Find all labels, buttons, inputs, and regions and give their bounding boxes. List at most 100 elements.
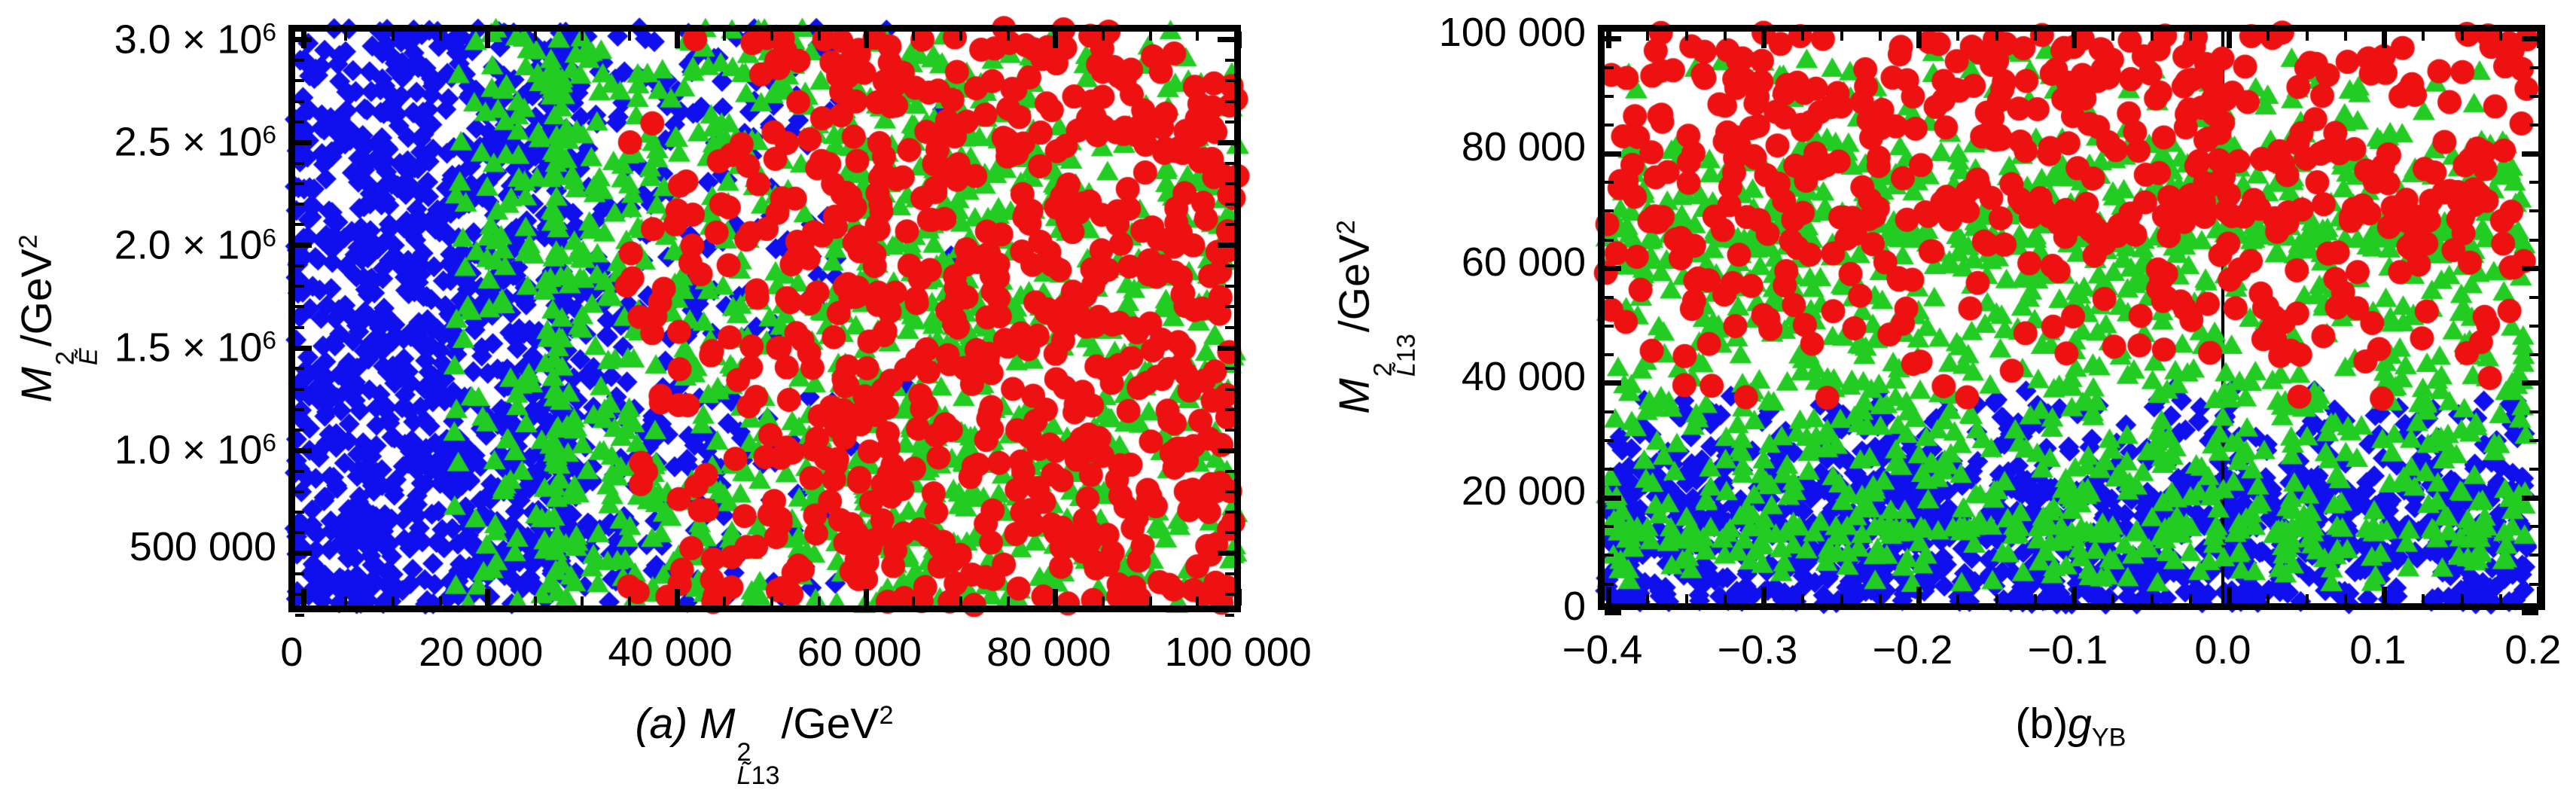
minor-tick-mark bbox=[2529, 324, 2538, 328]
minor-tick-mark bbox=[438, 596, 442, 605]
major-tick-mark bbox=[2537, 587, 2543, 603]
minor-tick-mark bbox=[2460, 32, 2464, 41]
minor-tick-mark bbox=[2529, 124, 2538, 127]
minor-tick-mark bbox=[2529, 295, 2538, 299]
x-tick-label: −0.3 bbox=[1717, 627, 1798, 673]
minor-tick-mark bbox=[2529, 238, 2538, 242]
major-tick-mark bbox=[2522, 610, 2538, 616]
major-tick-mark bbox=[2227, 32, 2233, 48]
minor-tick-mark bbox=[1605, 324, 1614, 328]
major-tick-mark bbox=[1218, 37, 1234, 43]
x-tick-label: 100 000 bbox=[1164, 630, 1312, 675]
major-tick-mark bbox=[1916, 32, 1922, 48]
major-tick-mark bbox=[295, 139, 312, 145]
minor-tick-mark bbox=[1840, 32, 1843, 41]
plot-a-frame bbox=[288, 25, 1242, 617]
major-tick-mark bbox=[1218, 447, 1234, 453]
minor-tick-mark bbox=[1225, 120, 1234, 124]
minor-tick-mark bbox=[1225, 161, 1234, 165]
major-tick-mark bbox=[295, 551, 312, 557]
major-tick-mark bbox=[1218, 139, 1234, 145]
major-tick-mark bbox=[2522, 151, 2538, 157]
major-tick-mark bbox=[1236, 32, 1242, 48]
minor-tick-mark bbox=[533, 32, 537, 41]
y-tick-label: 60 000 bbox=[1461, 239, 1586, 285]
x-tick-label: 40 000 bbox=[608, 630, 733, 675]
minor-tick-mark bbox=[2034, 594, 2038, 603]
minor-tick-mark bbox=[1605, 295, 1614, 299]
minor-tick-mark bbox=[2460, 594, 2464, 603]
minor-tick-mark bbox=[1225, 511, 1234, 514]
x-tick-label: 0.0 bbox=[2194, 627, 2251, 673]
minor-tick-mark bbox=[295, 59, 304, 63]
minor-tick-mark bbox=[1605, 66, 1614, 69]
minor-tick-mark bbox=[1225, 264, 1234, 267]
y-tick-label: 1.0 × 106 bbox=[114, 428, 276, 474]
minor-tick-mark bbox=[295, 572, 304, 575]
major-tick-mark bbox=[2382, 587, 2388, 603]
minor-tick-mark bbox=[295, 593, 304, 596]
minor-tick-mark bbox=[1646, 32, 1650, 41]
minor-tick-mark bbox=[1148, 32, 1152, 41]
major-tick-mark bbox=[2071, 587, 2078, 603]
minor-tick-mark bbox=[1225, 613, 1234, 617]
major-tick-mark bbox=[295, 345, 312, 351]
minor-tick-mark bbox=[1684, 594, 1688, 603]
minor-tick-mark bbox=[1956, 32, 1960, 41]
major-tick-mark bbox=[2227, 587, 2233, 603]
minor-tick-mark bbox=[1995, 594, 1998, 603]
minor-tick-mark bbox=[2499, 594, 2503, 603]
minor-tick-mark bbox=[2344, 594, 2348, 603]
major-tick-mark bbox=[2522, 380, 2538, 386]
minor-tick-mark bbox=[1605, 439, 1614, 443]
minor-tick-mark bbox=[1225, 79, 1234, 83]
minor-tick-mark bbox=[1225, 367, 1234, 371]
major-tick-mark bbox=[674, 32, 680, 48]
y-tick-label: 100 000 bbox=[1438, 9, 1586, 55]
minor-tick-mark bbox=[912, 32, 916, 41]
major-tick-mark bbox=[863, 32, 869, 48]
minor-tick-mark bbox=[628, 32, 632, 41]
minor-tick-mark bbox=[2344, 32, 2348, 41]
minor-tick-mark bbox=[1605, 554, 1614, 557]
minor-tick-mark bbox=[1007, 596, 1011, 605]
caption-a-unit: /GeV bbox=[781, 700, 879, 748]
minor-tick-mark bbox=[392, 596, 395, 605]
minor-tick-mark bbox=[295, 407, 304, 411]
caption-b-sub: YB bbox=[2091, 723, 2126, 752]
major-tick-mark bbox=[1761, 32, 1767, 48]
major-tick-mark bbox=[1761, 587, 1767, 603]
minor-tick-mark bbox=[2529, 439, 2538, 443]
caption-a-prefix: (a) bbox=[635, 700, 700, 748]
major-tick-mark bbox=[1218, 551, 1234, 557]
minor-tick-mark bbox=[1225, 407, 1234, 411]
minor-tick-mark bbox=[2529, 582, 2538, 586]
major-tick-mark bbox=[2382, 32, 2388, 48]
minor-tick-mark bbox=[295, 305, 304, 309]
minor-tick-mark bbox=[1225, 305, 1234, 309]
major-tick-mark bbox=[863, 589, 869, 605]
major-tick-mark bbox=[485, 589, 491, 605]
major-tick-mark bbox=[1605, 151, 1621, 157]
minor-tick-mark bbox=[1840, 594, 1843, 603]
y-tick-label: 3.0 × 106 bbox=[114, 17, 276, 63]
minor-tick-mark bbox=[1605, 209, 1614, 213]
major-tick-mark bbox=[674, 589, 680, 605]
y-tick-label: 0 bbox=[1562, 583, 1586, 629]
minor-tick-mark bbox=[295, 325, 304, 329]
minor-tick-mark bbox=[295, 120, 304, 124]
minor-tick-mark bbox=[295, 531, 304, 535]
minor-tick-mark bbox=[2189, 594, 2193, 603]
x-tick-label: −0.2 bbox=[1872, 627, 1953, 673]
major-tick-mark bbox=[485, 32, 491, 48]
y-tick-label: 2.0 × 106 bbox=[114, 222, 276, 268]
minor-tick-mark bbox=[1801, 594, 1805, 603]
plot-a-xaxis-title: (a) M 2 L̃13/GeV2 bbox=[635, 700, 894, 790]
major-tick-mark bbox=[2522, 36, 2538, 42]
minor-tick-mark bbox=[2267, 32, 2270, 41]
minor-tick-mark bbox=[1225, 223, 1234, 227]
major-tick-mark bbox=[1218, 242, 1234, 249]
minor-tick-mark bbox=[1605, 181, 1614, 185]
minor-tick-mark bbox=[2150, 594, 2154, 603]
y-tick-label: 20 000 bbox=[1461, 468, 1586, 514]
